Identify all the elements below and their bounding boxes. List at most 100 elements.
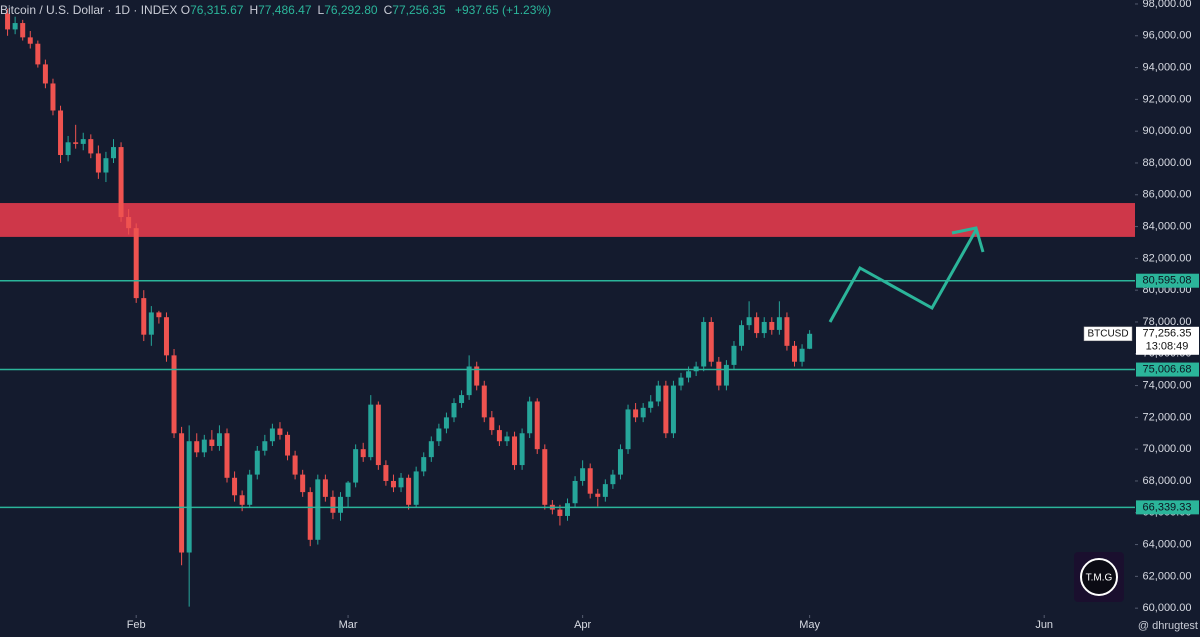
- candle-body: [20, 23, 26, 38]
- candle-body: [383, 465, 389, 481]
- candle-body: [322, 479, 328, 497]
- y-tick-label: 88,000.00: [1143, 157, 1192, 169]
- level-badge: [1136, 273, 1199, 288]
- candle-body: [716, 361, 722, 386]
- candle-body: [436, 428, 442, 442]
- candle-body: [784, 317, 790, 346]
- author: @ dhrugtest: [1138, 620, 1198, 632]
- candle-body: [731, 345, 737, 365]
- field-value: 76,315.67: [190, 3, 244, 17]
- candle-body: [390, 480, 396, 488]
- x-tick-label: May: [799, 619, 820, 631]
- candle-body: [807, 333, 813, 349]
- candle-body: [799, 348, 805, 362]
- candle-body: [277, 428, 283, 435]
- symbol-label: BTCUSD: [1087, 328, 1128, 339]
- field-key: H: [249, 3, 259, 17]
- change: +937.65 (+1.23%): [455, 3, 552, 17]
- candle-body: [565, 503, 570, 516]
- candle-body: [262, 441, 268, 451]
- y-tick-label: 94,000.00: [1143, 61, 1192, 73]
- candle-body: [792, 345, 797, 362]
- candle-body: [557, 509, 563, 516]
- price-badge: [1136, 326, 1199, 355]
- y-tick-label: 98,000.00: [1143, 0, 1192, 10]
- candle-body: [428, 441, 434, 458]
- candle-body: [111, 147, 116, 159]
- candle-body: [80, 139, 86, 144]
- level-badge: [1136, 500, 1199, 515]
- field-key: O: [180, 3, 191, 17]
- candle-body: [769, 321, 775, 330]
- candle-body: [776, 317, 782, 330]
- y-tick-label: 78,000.00: [1143, 316, 1192, 328]
- candle-body: [88, 139, 94, 154]
- candle-body: [542, 449, 548, 505]
- candle-body: [224, 433, 230, 478]
- candle-body: [406, 477, 412, 505]
- projection-arrowhead: [951, 226, 985, 253]
- candle-body: [534, 401, 540, 450]
- candle-body: [421, 457, 427, 472]
- x-tick-label: Apr: [574, 619, 591, 631]
- candle-body: [595, 493, 601, 497]
- candle-body: [701, 321, 707, 367]
- candle-body: [360, 449, 366, 458]
- level-label: 80,595.08: [1143, 275, 1192, 287]
- candle-body: [625, 409, 631, 450]
- candle-body: [12, 23, 18, 30]
- y-tick-label: 92,000.00: [1143, 93, 1192, 105]
- candle-body: [648, 401, 654, 408]
- y-tick-label: 86,000.00: [1143, 189, 1192, 201]
- candle-body: [156, 312, 162, 318]
- candle-body: [148, 312, 154, 335]
- x-tick-label: Feb: [127, 619, 146, 631]
- candle-body: [663, 385, 669, 434]
- symbol: Bitcoin / U.S. Dollar · 1D · INDEX: [0, 3, 178, 17]
- candle-body: [459, 395, 465, 404]
- level-label: 75,006.68: [1143, 363, 1192, 375]
- candle-body: [201, 439, 207, 453]
- header: Bitcoin / U.S. Dollar · 1D · INDEX O76,3…: [0, 3, 557, 17]
- candle-body: [345, 482, 351, 497]
- candle-body: [285, 434, 291, 456]
- candle-body: [587, 468, 593, 494]
- candle-body: [216, 433, 222, 446]
- field-value: 77,486.47: [258, 3, 312, 17]
- candle-body: [375, 404, 381, 466]
- candle-body: [413, 471, 419, 505]
- candle-body: [338, 496, 343, 513]
- symbol-badge: [1083, 326, 1133, 342]
- candle-body: [163, 317, 169, 356]
- candle-body: [133, 228, 139, 299]
- candle-body: [300, 474, 306, 493]
- candle-body: [572, 480, 578, 504]
- candle-body: [686, 371, 692, 378]
- candle-body: [723, 364, 729, 386]
- y-tick-label: 96,000.00: [1143, 30, 1192, 42]
- logo-text: T.M.G: [1086, 573, 1113, 584]
- y-tick-label: 68,000.00: [1143, 475, 1192, 487]
- resistance-zone: [0, 203, 1135, 237]
- candle-body: [95, 153, 101, 173]
- candle-body: [754, 317, 760, 334]
- candle-body: [527, 401, 533, 434]
- y-tick-label: 70,000.00: [1143, 443, 1192, 455]
- y-tick-label: 72,000.00: [1143, 411, 1192, 423]
- candle-body: [5, 13, 11, 30]
- candle-body: [209, 439, 215, 446]
- candle-body: [504, 436, 510, 442]
- candle-body: [398, 477, 404, 488]
- field-value: 76,292.80: [324, 3, 378, 17]
- x-tick-label: Jun: [1035, 619, 1053, 631]
- candle-body: [739, 325, 745, 346]
- candle-body: [474, 366, 480, 386]
- candle-body: [292, 455, 298, 475]
- candle-body: [126, 217, 132, 229]
- candle-body: [254, 450, 260, 475]
- candle-body: [602, 484, 608, 497]
- candle-body: [118, 147, 124, 218]
- candle-body: [269, 428, 275, 442]
- candle-body: [512, 436, 518, 466]
